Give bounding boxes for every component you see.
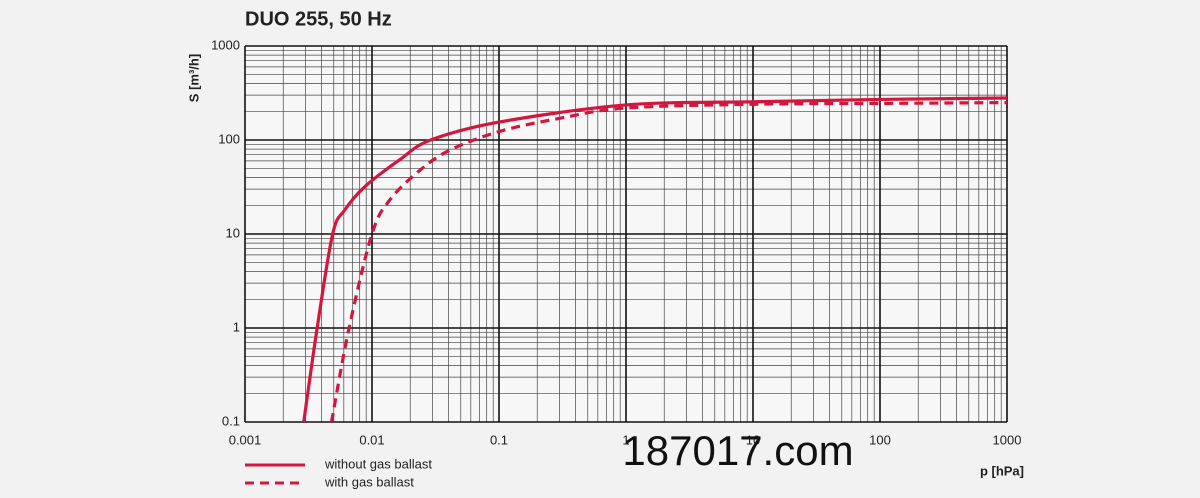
y-tick-label: 10 (226, 225, 240, 240)
chart-title: DUO 255, 50 Hz (245, 8, 392, 30)
y-tick-label: 100 (218, 131, 240, 146)
x-tick-label: 10 (746, 432, 760, 447)
y-tick-label: 1 (233, 319, 240, 334)
watermark: 187017.com (622, 427, 853, 474)
x-tick-label: 0.01 (359, 432, 384, 447)
y-tick-label: 1000 (211, 37, 240, 52)
y-axis-label: S [m³/h] (186, 54, 201, 102)
series-line (302, 96, 1008, 423)
x-axis-label: p [hPa] (980, 463, 1024, 478)
x-tick-label: 100 (869, 432, 891, 447)
y-tick-label: 0.1 (222, 413, 240, 428)
legend-label: with gas ballast (324, 474, 414, 489)
legend-label: without gas ballast (324, 456, 432, 471)
x-tick-label: 0.001 (229, 432, 262, 447)
x-tick-label: 0.1 (490, 432, 508, 447)
x-tick-label: 1 (622, 432, 629, 447)
series-line (329, 100, 1008, 423)
x-tick-label: 1000 (993, 432, 1022, 447)
